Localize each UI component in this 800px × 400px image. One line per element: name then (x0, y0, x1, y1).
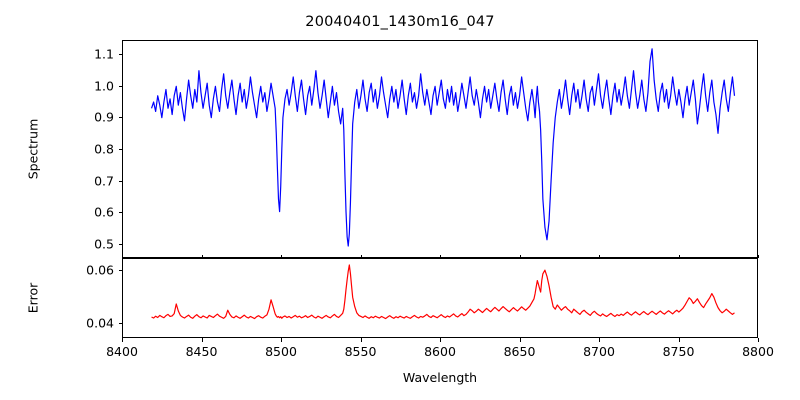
y-tick-mark-spectrum (118, 149, 122, 151)
x-tick-label: 8450 (185, 344, 218, 359)
y-tick-label-error: 0.06 (86, 262, 114, 278)
x-tick-label: 8700 (583, 344, 615, 359)
x-tick-mark (360, 338, 362, 342)
y-axis-label-error: Error (25, 282, 41, 314)
y-tick-label-spectrum: 0.7 (94, 173, 114, 189)
y-tick-mark-error (118, 323, 122, 325)
x-tick-mark-top (201, 254, 203, 258)
x-tick-mark-top (599, 254, 601, 258)
x-tick-mark (519, 338, 521, 342)
x-tick-mark-top (678, 254, 680, 258)
x-tick-label: 8500 (265, 344, 297, 359)
y-tick-label-spectrum: 0.9 (94, 109, 114, 125)
x-tick-mark-top (758, 254, 760, 258)
chart-title: 20040401_1430m16_047 (305, 14, 495, 30)
y-tick-label-spectrum: 1.0 (94, 78, 114, 94)
x-tick-mark (758, 338, 760, 342)
x-tick-mark (599, 338, 601, 342)
x-tick-mark (678, 338, 680, 342)
x-tick-mark-top (122, 254, 124, 258)
x-tick-label: 8800 (742, 344, 774, 359)
y-tick-label-spectrum: 0.6 (94, 204, 114, 220)
y-tick-label-spectrum: 0.5 (94, 236, 114, 252)
x-tick-label: 8650 (503, 344, 536, 359)
y-tick-label-spectrum: 0.8 (94, 141, 114, 157)
y-tick-mark-spectrum (118, 212, 122, 214)
x-tick-mark (201, 338, 203, 342)
error-plot-panel (122, 258, 758, 338)
error-series-line (123, 259, 757, 337)
y-tick-label-error: 0.04 (86, 315, 114, 331)
x-tick-mark (122, 338, 124, 342)
y-tick-mark-error (118, 270, 122, 272)
y-tick-mark-spectrum (118, 117, 122, 119)
y-tick-mark-spectrum (118, 180, 122, 182)
x-tick-mark-top (519, 254, 521, 258)
x-tick-label: 8550 (344, 344, 377, 359)
x-tick-label: 8400 (106, 344, 138, 359)
x-tick-label: 8750 (662, 344, 695, 359)
y-tick-mark-spectrum (118, 54, 122, 56)
spectrum-plot-panel (122, 40, 758, 258)
x-axis-label: Wavelength (402, 370, 478, 385)
y-axis-label-spectrum: Spectrum (25, 118, 41, 180)
spectrum-series-line (123, 41, 757, 257)
x-tick-mark-top (440, 254, 442, 258)
y-tick-mark-spectrum (118, 85, 122, 87)
y-tick-mark-spectrum (118, 243, 122, 245)
x-tick-mark-top (360, 254, 362, 258)
x-tick-mark-top (281, 254, 283, 258)
x-tick-mark (281, 338, 283, 342)
y-tick-label-spectrum: 1.1 (94, 46, 114, 62)
x-tick-mark (440, 338, 442, 342)
x-tick-label: 8600 (424, 344, 456, 359)
